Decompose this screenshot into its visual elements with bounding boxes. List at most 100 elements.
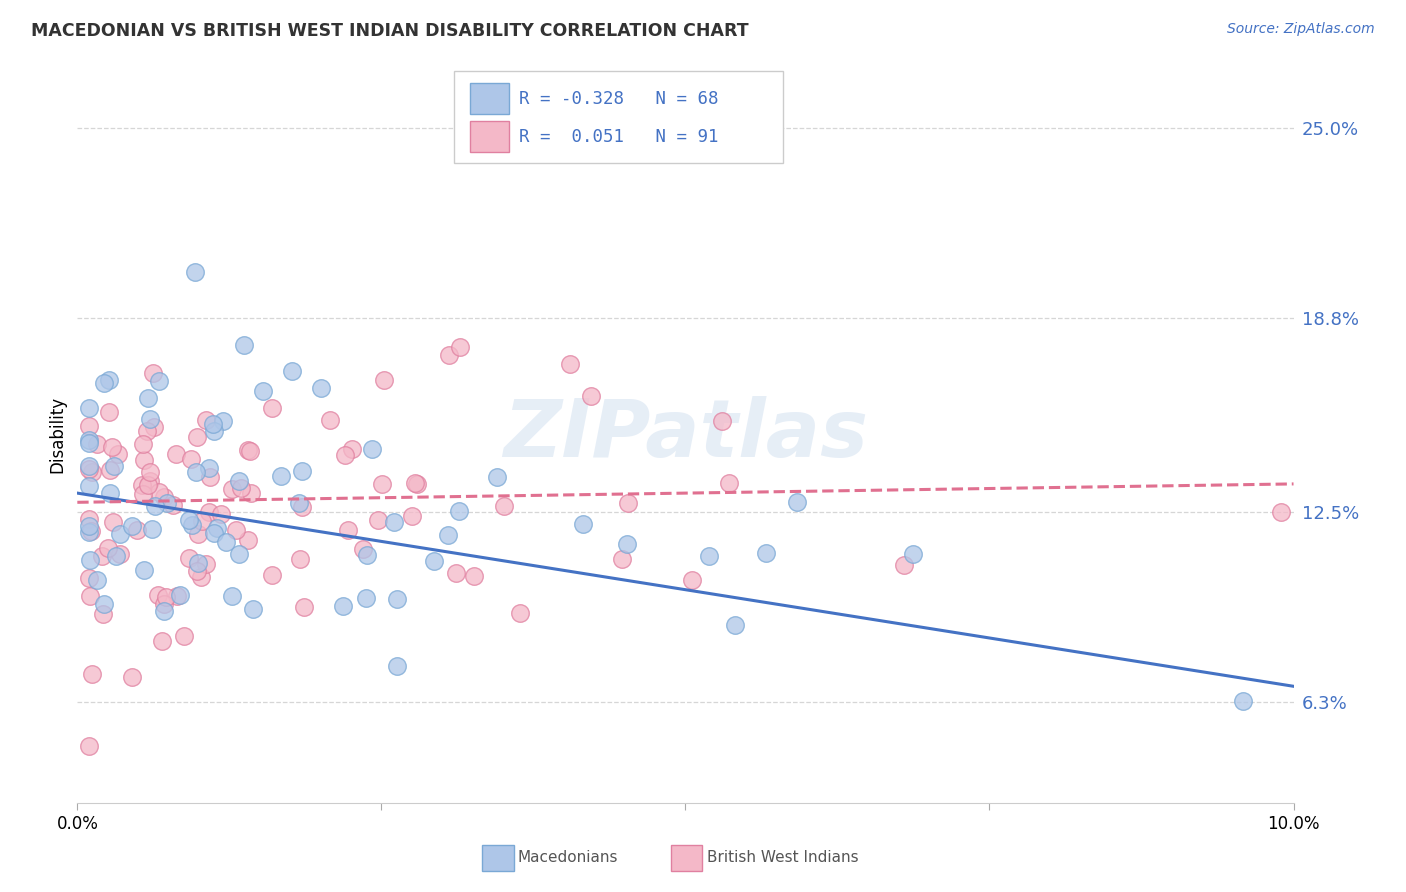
Point bbox=[1270, 506, 1292, 520]
Point bbox=[169, 588, 191, 602]
Point bbox=[204, 526, 226, 541]
Point bbox=[292, 599, 315, 614]
Text: British West Indians: British West Indians bbox=[707, 850, 859, 865]
Point bbox=[134, 562, 156, 576]
Point bbox=[79, 511, 101, 525]
Point bbox=[229, 481, 252, 495]
Point bbox=[198, 505, 221, 519]
Point bbox=[98, 486, 121, 500]
Point bbox=[463, 568, 485, 582]
Point bbox=[755, 546, 778, 560]
Point bbox=[616, 537, 638, 551]
Point bbox=[291, 465, 314, 479]
Text: Macedonians: Macedonians bbox=[517, 850, 619, 865]
Point bbox=[333, 448, 356, 462]
Point bbox=[93, 607, 115, 621]
Point bbox=[190, 570, 212, 584]
Point bbox=[79, 518, 101, 533]
Point bbox=[238, 533, 260, 547]
Point bbox=[198, 470, 221, 484]
Point bbox=[79, 401, 101, 415]
Point bbox=[138, 465, 160, 479]
Point bbox=[79, 458, 101, 473]
Point bbox=[179, 513, 201, 527]
FancyBboxPatch shape bbox=[482, 846, 515, 871]
Point bbox=[233, 337, 256, 351]
Point bbox=[717, 476, 740, 491]
Point bbox=[356, 548, 378, 562]
Point bbox=[371, 477, 394, 491]
Point bbox=[697, 549, 720, 563]
Point bbox=[79, 739, 101, 753]
Point bbox=[309, 381, 332, 395]
Point bbox=[131, 478, 153, 492]
Point bbox=[121, 519, 143, 533]
Text: R =  0.051   N = 91: R = 0.051 N = 91 bbox=[519, 128, 718, 145]
Point bbox=[281, 363, 304, 377]
Point bbox=[373, 373, 395, 387]
Point bbox=[187, 527, 209, 541]
Point bbox=[201, 417, 224, 431]
Point bbox=[187, 556, 209, 570]
Point bbox=[260, 401, 283, 415]
Point bbox=[93, 376, 115, 390]
Point bbox=[153, 604, 176, 618]
Point bbox=[492, 500, 515, 514]
Point bbox=[166, 589, 188, 603]
FancyBboxPatch shape bbox=[671, 846, 703, 871]
Point bbox=[437, 348, 460, 362]
Point bbox=[560, 358, 582, 372]
Point bbox=[903, 547, 925, 561]
Point bbox=[446, 566, 468, 581]
Point bbox=[79, 433, 101, 447]
Point bbox=[143, 420, 166, 434]
Point bbox=[404, 476, 426, 491]
Point bbox=[422, 554, 444, 568]
Point bbox=[205, 521, 228, 535]
Point bbox=[80, 524, 103, 538]
Point bbox=[239, 486, 262, 500]
FancyBboxPatch shape bbox=[470, 83, 509, 114]
Point bbox=[86, 573, 108, 587]
Point bbox=[166, 447, 188, 461]
Point bbox=[148, 485, 170, 500]
Point bbox=[1232, 694, 1254, 708]
Text: R = -0.328   N = 68: R = -0.328 N = 68 bbox=[519, 89, 718, 108]
Point bbox=[86, 437, 108, 451]
Point bbox=[79, 436, 101, 450]
Point bbox=[215, 535, 238, 549]
Point bbox=[150, 633, 173, 648]
Point bbox=[79, 479, 101, 493]
Point bbox=[385, 659, 408, 673]
Point bbox=[612, 552, 634, 566]
Point bbox=[447, 504, 470, 518]
Point bbox=[141, 522, 163, 536]
Point bbox=[79, 589, 101, 603]
Point bbox=[121, 670, 143, 684]
Point bbox=[79, 419, 101, 434]
Point bbox=[252, 384, 274, 398]
Point bbox=[387, 592, 409, 607]
Point bbox=[127, 523, 149, 537]
Point bbox=[617, 495, 640, 509]
Point bbox=[260, 567, 283, 582]
Point bbox=[184, 265, 207, 279]
Point bbox=[132, 437, 155, 451]
Point bbox=[98, 374, 121, 388]
Point bbox=[342, 442, 364, 457]
Point bbox=[79, 553, 101, 567]
Point bbox=[209, 507, 232, 521]
Point bbox=[367, 513, 389, 527]
Point bbox=[104, 549, 127, 564]
Point bbox=[353, 542, 375, 557]
Point bbox=[155, 496, 177, 510]
Point bbox=[449, 340, 471, 354]
Point bbox=[138, 478, 160, 492]
Point bbox=[142, 366, 165, 380]
Point bbox=[138, 475, 160, 489]
Text: Source: ZipAtlas.com: Source: ZipAtlas.com bbox=[1227, 22, 1375, 37]
Text: MACEDONIAN VS BRITISH WEST INDIAN DISABILITY CORRELATION CHART: MACEDONIAN VS BRITISH WEST INDIAN DISABI… bbox=[31, 22, 748, 40]
Point bbox=[98, 405, 121, 419]
Point bbox=[288, 552, 311, 566]
Point bbox=[786, 494, 808, 508]
